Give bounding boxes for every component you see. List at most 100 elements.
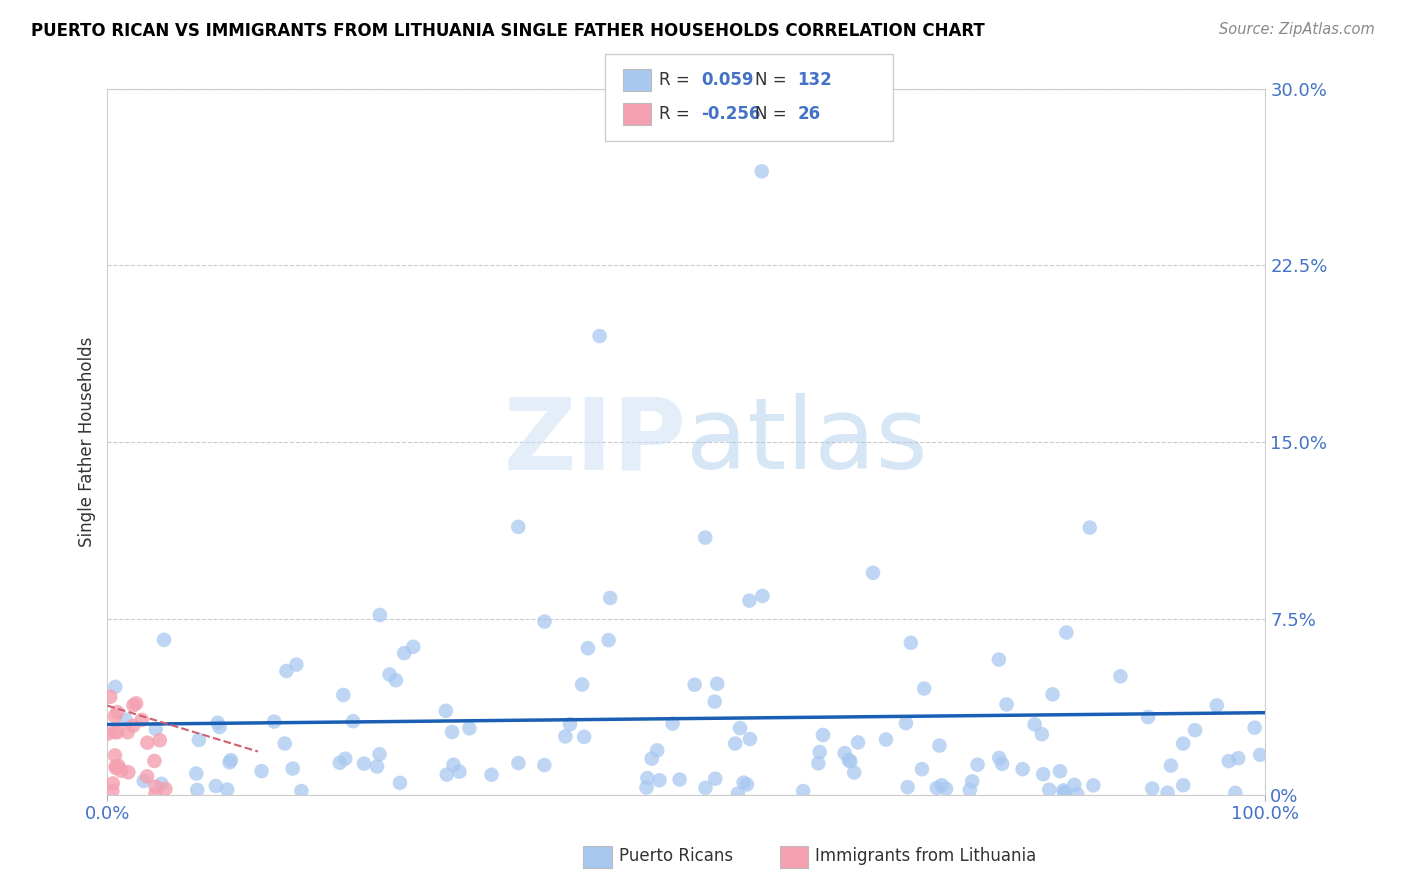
- Point: [219, 753, 242, 767]
- Point: [143, 754, 166, 768]
- Point: [1173, 778, 1195, 792]
- Point: [342, 714, 364, 729]
- Point: [1052, 783, 1074, 797]
- Point: [149, 733, 172, 747]
- Point: [332, 688, 354, 702]
- Point: [598, 633, 620, 648]
- Point: [808, 745, 831, 759]
- Point: [131, 713, 153, 727]
- Point: [558, 717, 581, 731]
- Point: [966, 757, 988, 772]
- Point: [727, 787, 749, 801]
- Text: 26: 26: [797, 105, 820, 123]
- Point: [839, 755, 862, 769]
- Point: [735, 777, 758, 791]
- Point: [704, 772, 727, 786]
- Point: [1160, 758, 1182, 772]
- Point: [695, 780, 717, 795]
- Point: [1184, 723, 1206, 738]
- Point: [738, 593, 761, 607]
- Point: [335, 752, 357, 766]
- Point: [132, 774, 155, 789]
- Y-axis label: Single Father Households: Single Father Households: [79, 337, 96, 547]
- Text: Source: ZipAtlas.com: Source: ZipAtlas.com: [1219, 22, 1375, 37]
- Point: [1083, 778, 1105, 792]
- Point: [458, 721, 481, 735]
- Point: [143, 787, 166, 801]
- Point: [900, 636, 922, 650]
- Point: [846, 735, 869, 749]
- Point: [136, 769, 159, 783]
- Point: [290, 784, 312, 798]
- Point: [1225, 786, 1247, 800]
- Point: [481, 768, 503, 782]
- Point: [449, 764, 471, 779]
- Point: [263, 714, 285, 729]
- Point: [101, 776, 124, 790]
- Point: [145, 722, 167, 736]
- Point: [834, 746, 856, 760]
- Point: [875, 732, 897, 747]
- Point: [186, 783, 208, 797]
- Point: [533, 615, 555, 629]
- Point: [107, 759, 129, 773]
- Point: [186, 766, 208, 780]
- Point: [353, 756, 375, 771]
- Point: [122, 698, 145, 713]
- Point: [751, 589, 773, 603]
- Point: [329, 756, 352, 770]
- Point: [695, 531, 717, 545]
- Point: [751, 164, 773, 178]
- Point: [368, 607, 391, 622]
- Point: [1024, 717, 1046, 731]
- Point: [104, 725, 127, 739]
- Point: [104, 748, 127, 763]
- Point: [187, 732, 209, 747]
- Point: [368, 747, 391, 762]
- Text: PUERTO RICAN VS IMMIGRANTS FROM LITHUANIA SINGLE FATHER HOUSEHOLDS CORRELATION C: PUERTO RICAN VS IMMIGRANTS FROM LITHUANI…: [31, 22, 984, 40]
- Point: [508, 520, 530, 534]
- Point: [392, 646, 415, 660]
- Point: [1053, 785, 1076, 799]
- Point: [117, 725, 139, 739]
- Point: [1011, 762, 1033, 776]
- Point: [668, 772, 690, 787]
- Point: [724, 737, 747, 751]
- Point: [636, 780, 658, 795]
- Point: [441, 725, 464, 739]
- Point: [101, 784, 124, 798]
- Text: 132: 132: [797, 71, 832, 89]
- Text: N =: N =: [755, 71, 792, 89]
- Point: [1243, 721, 1265, 735]
- Point: [122, 719, 145, 733]
- Point: [911, 762, 934, 776]
- Point: [155, 781, 177, 796]
- Point: [925, 780, 948, 795]
- Point: [207, 715, 229, 730]
- Point: [645, 743, 668, 757]
- Point: [1054, 625, 1077, 640]
- Point: [508, 756, 530, 770]
- Point: [588, 329, 610, 343]
- Point: [1042, 687, 1064, 701]
- Point: [894, 716, 917, 731]
- Point: [733, 775, 755, 789]
- Point: [683, 678, 706, 692]
- Text: -0.256: -0.256: [702, 105, 761, 123]
- Point: [273, 737, 295, 751]
- Point: [792, 784, 814, 798]
- Point: [366, 759, 388, 773]
- Point: [572, 730, 595, 744]
- Point: [402, 640, 425, 654]
- Point: [1063, 778, 1085, 792]
- Point: [434, 704, 457, 718]
- Point: [661, 716, 683, 731]
- Point: [1205, 698, 1227, 713]
- Text: N =: N =: [755, 105, 792, 123]
- Point: [218, 756, 240, 770]
- Point: [104, 761, 127, 775]
- Point: [114, 713, 136, 727]
- Point: [912, 681, 935, 696]
- Point: [1049, 764, 1071, 779]
- Point: [636, 771, 658, 785]
